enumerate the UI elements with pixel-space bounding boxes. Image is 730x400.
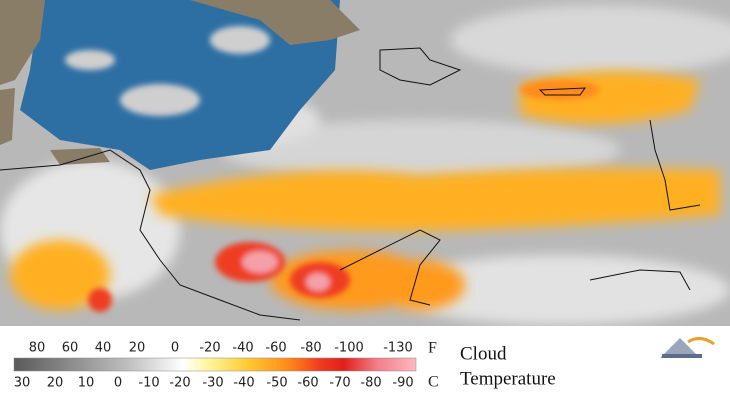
fahrenheit-label: -60 — [265, 341, 286, 356]
celsius-label: -80 — [360, 376, 381, 391]
fahrenheit-label: 0 — [171, 341, 179, 356]
celsius-unit: C — [428, 374, 439, 391]
celsius-label: 0 — [114, 376, 122, 391]
celsius-label: -30 — [202, 376, 223, 391]
legend: F C Cloud Temperature — [0, 326, 730, 400]
celsius-label: 10 — [78, 376, 95, 391]
fahrenheit-label: -20 — [199, 341, 220, 356]
celsius-label: -50 — [266, 376, 287, 391]
fahrenheit-unit: F — [428, 340, 437, 357]
celsius-label: -40 — [233, 376, 254, 391]
celsius-label: -20 — [169, 376, 190, 391]
celsius-label: -70 — [329, 376, 350, 391]
title-line: Temperature — [460, 368, 556, 389]
celsius-label: -90 — [392, 376, 413, 391]
fahrenheit-label: 20 — [129, 341, 146, 356]
fahrenheit-label: 60 — [62, 341, 79, 356]
fahrenheit-label: -40 — [232, 341, 253, 356]
celsius-label: -10 — [138, 376, 159, 391]
color-scale — [13, 357, 417, 372]
celsius-label: 30 — [14, 376, 31, 391]
fahrenheit-label: -130 — [383, 341, 413, 356]
fahrenheit-label: -100 — [334, 341, 364, 356]
fahrenheit-label: 40 — [95, 341, 112, 356]
celsius-label: -60 — [297, 376, 318, 391]
logo — [660, 337, 715, 358]
fahrenheit-label: -80 — [300, 341, 321, 356]
title-line: Cloud — [460, 343, 507, 364]
satellite-map — [0, 0, 730, 326]
celsius-label: 20 — [47, 376, 64, 391]
fahrenheit-label: 80 — [29, 341, 46, 356]
